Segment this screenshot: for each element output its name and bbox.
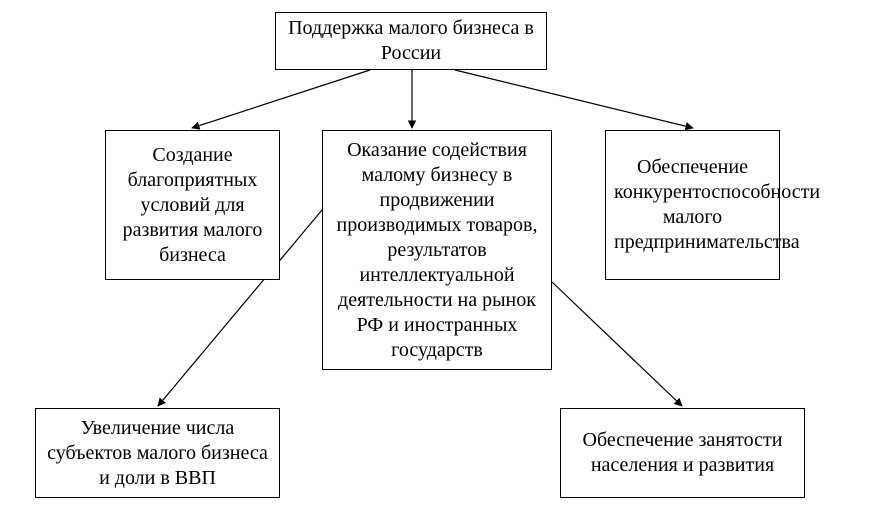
node-child-middle: Оказание содействия малому бизнесу в про…: [322, 130, 552, 370]
node-child-left: Создание благоприятных условий для разви…: [105, 130, 280, 280]
node-child-left-label: Создание благоприятных условий для разви…: [114, 143, 271, 268]
edge-childM-leafR: [552, 282, 682, 406]
node-child-middle-label: Оказание содействия малому бизнесу в про…: [331, 138, 543, 363]
node-root: Поддержка малого бизнеса в России: [275, 12, 547, 70]
node-child-right-label: Обеспечение конкурентоспособности малого…: [614, 155, 771, 255]
edge-root-childL: [192, 70, 370, 128]
node-leaf-right: Обеспечение занятости населения и развит…: [560, 408, 805, 498]
edge-root-childR: [455, 70, 693, 128]
node-child-right: Обеспечение конкурентоспособности малого…: [605, 130, 780, 280]
node-leaf-left-label: Увеличение числа субъектов малого бизнес…: [44, 416, 271, 491]
node-leaf-left: Увеличение числа субъектов малого бизнес…: [35, 408, 280, 498]
node-leaf-right-label: Обеспечение занятости населения и развит…: [569, 428, 796, 478]
diagram-canvas: Поддержка малого бизнеса в России Создан…: [0, 0, 891, 521]
node-root-label: Поддержка малого бизнеса в России: [284, 16, 538, 66]
